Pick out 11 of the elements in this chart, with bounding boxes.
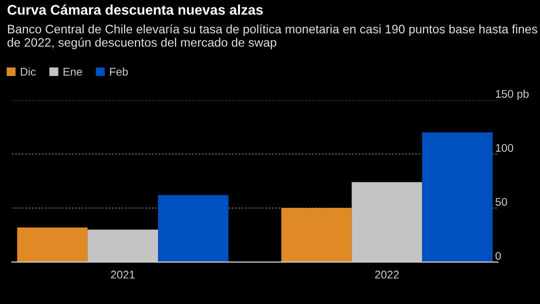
chart-subtitle: Banco Central de Chile elevaría su tasa de política monetaria en casi 190 puntos base hasta fines de 2022, según descuentos del mercado de swap (8, 24, 538, 50)
x-tick-label: 2022 (375, 270, 399, 279)
legend-label: Dic (20, 68, 36, 76)
y-tick-label: 100 (496, 144, 514, 152)
chart-title: Curva Cámara descuenta nuevas alzas (8, 4, 263, 15)
y-tick-label: 0 (496, 252, 501, 260)
legend-label: Feb (110, 68, 128, 76)
y-tick-label: 50 (496, 198, 508, 206)
legend-label: Ene (64, 68, 82, 76)
x-tick-label: 2021 (111, 270, 135, 279)
y-tick-label: 150 pb (496, 90, 529, 100)
